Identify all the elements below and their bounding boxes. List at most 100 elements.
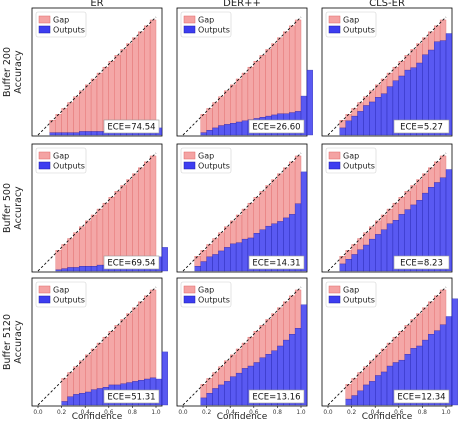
output-bar — [300, 171, 308, 272]
x-tick-label: 1.0 — [441, 410, 451, 416]
output-bar — [369, 238, 376, 272]
output-bar — [351, 254, 358, 272]
ece-value: ECE=51.31 — [107, 393, 155, 403]
gap-bar — [114, 325, 121, 386]
gap-bar — [120, 185, 127, 265]
output-bar — [73, 267, 80, 272]
legend-outputs-label: Outputs — [343, 26, 375, 35]
ece-annotation: ECE=5.27 — [393, 119, 450, 134]
legend-outputs-label: Outputs — [343, 296, 375, 305]
gap-bar — [149, 19, 157, 129]
gap-bar — [126, 43, 133, 131]
gap-bar — [416, 179, 423, 201]
output-bar — [241, 238, 249, 272]
output-bar — [90, 266, 98, 272]
gap-bar — [410, 49, 417, 68]
output-bar — [49, 132, 56, 136]
gap-bar — [380, 348, 388, 373]
x-tick-label: 0.2 — [347, 410, 357, 416]
gap-bar — [200, 250, 207, 262]
ece-value: ECE=8.23 — [400, 259, 443, 269]
gap-bar — [294, 155, 302, 204]
output-bar — [206, 256, 213, 272]
legend-gap-label: Gap — [343, 286, 359, 295]
gap-bar — [224, 360, 231, 382]
gap-bar — [416, 313, 423, 347]
gap-bar — [218, 366, 225, 386]
gap-bar — [265, 185, 272, 227]
x-tick-label: 0.8 — [273, 410, 283, 416]
legend-outputs-swatch — [38, 295, 51, 304]
legend-gap-label: Gap — [198, 286, 214, 295]
output-bar — [161, 247, 168, 272]
gap-bar — [404, 325, 411, 355]
gap-bar — [241, 72, 249, 122]
column-title-er: ER — [90, 0, 103, 9]
gap-bar — [357, 238, 364, 250]
gap-bar — [114, 191, 121, 266]
output-bar — [235, 121, 243, 136]
gap-bar — [120, 319, 127, 384]
output-bar — [363, 105, 370, 136]
x-axis-label: Confidence — [72, 412, 123, 422]
legend-outputs-label: Outputs — [198, 26, 230, 35]
x-tick-label: 0.4 — [371, 410, 381, 416]
gap-bar — [288, 161, 296, 215]
output-bar — [200, 132, 207, 136]
output-bar — [212, 388, 219, 406]
legend-gap-swatch — [328, 15, 341, 24]
output-bar — [55, 269, 62, 272]
output-bar — [85, 391, 92, 406]
output-bar — [375, 375, 382, 406]
x-tick-label: 0.4 — [81, 410, 91, 416]
x-tick-label: 0.0 — [33, 410, 43, 416]
ece-box — [248, 255, 305, 270]
gap-bar — [235, 348, 243, 374]
legend-outputs-label: Outputs — [53, 296, 85, 305]
ece-box — [103, 119, 160, 134]
legend-outputs-label: Outputs — [198, 162, 230, 171]
output-bar — [339, 263, 346, 272]
gap-bar — [259, 55, 266, 118]
output-bar — [61, 268, 68, 272]
output-bar — [357, 390, 364, 406]
legend-outputs-swatch — [183, 25, 196, 34]
output-bar — [55, 132, 62, 136]
legend-outputs-label: Outputs — [53, 26, 85, 35]
gap-bar — [351, 244, 358, 255]
legend-gap-label: Gap — [198, 16, 214, 25]
output-bar — [96, 388, 104, 406]
y-axis-label: Accuracy — [13, 320, 24, 364]
gap-bar — [96, 342, 104, 389]
output-bar — [61, 132, 68, 136]
gap-bar — [265, 319, 272, 355]
legend-gap-swatch — [328, 285, 341, 294]
output-bar — [230, 376, 237, 406]
legend-outputs-swatch — [38, 161, 51, 170]
gap-bar — [126, 313, 133, 383]
x-tick-label: 0.4 — [226, 410, 236, 416]
output-bar — [380, 93, 388, 136]
gap-bar — [351, 378, 358, 396]
legend-gap-swatch — [183, 285, 196, 294]
gap-bar — [369, 360, 376, 382]
output-bar — [363, 244, 370, 272]
gap-bar — [288, 25, 296, 113]
gap-bar — [283, 167, 290, 219]
gap-bar — [410, 319, 417, 349]
ece-box — [248, 389, 305, 404]
output-bar — [161, 351, 168, 406]
x-axis-labels: Confidence Confidence Confidence — [72, 412, 413, 422]
output-bar — [73, 132, 80, 136]
output-bar — [445, 33, 453, 136]
gap-bar — [345, 114, 352, 122]
gap-bar — [67, 372, 74, 397]
x-tick-label: 0.2 — [202, 410, 212, 416]
gap-bar — [138, 31, 145, 130]
